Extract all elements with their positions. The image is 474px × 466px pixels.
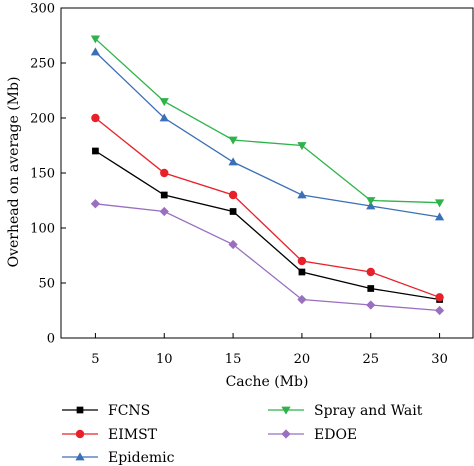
x-tick-label: 20 — [294, 352, 311, 367]
data-point — [229, 208, 237, 215]
data-point — [228, 190, 238, 200]
x-axis-label: Cache (Mb) — [226, 374, 309, 390]
data-point — [91, 113, 100, 123]
data-point — [366, 201, 376, 210]
x-tick-label: 5 — [91, 352, 99, 367]
data-point — [434, 305, 445, 316]
data-point — [366, 267, 375, 277]
data-point — [159, 206, 169, 217]
series-eimst — [91, 113, 444, 302]
data-point — [90, 199, 101, 209]
legend-item: EDOE — [268, 427, 357, 443]
x-tick-label: 30 — [431, 352, 448, 367]
y-tick-label: 300 — [30, 2, 55, 17]
series-line — [95, 117, 440, 298]
data-point — [297, 256, 307, 266]
series-epidemic — [90, 47, 445, 221]
series-layer — [90, 35, 445, 316]
data-point — [228, 136, 238, 145]
legend-marker — [281, 406, 291, 415]
series-spray-and-wait — [90, 35, 445, 208]
series-edoe — [90, 199, 445, 316]
data-point — [435, 293, 444, 302]
data-point — [297, 142, 307, 151]
series-line — [95, 203, 440, 312]
data-point — [228, 157, 238, 166]
data-point — [159, 113, 169, 122]
legend: FCNS EIMST Epidemic Spray and Wait EDOE — [62, 403, 423, 466]
legend-marker — [281, 429, 291, 439]
legend-marker — [76, 406, 84, 414]
y-axis-label: Overhead on average (Mb) — [6, 77, 22, 268]
data-point — [160, 191, 168, 199]
legend-item: EIMST — [62, 427, 158, 443]
data-point — [228, 239, 238, 250]
x-tick-label: 15 — [225, 352, 242, 367]
x-tick-label: 10 — [156, 352, 173, 367]
axes-layer: 0 50 100 150 200 250 300 5 10 15 20 25 30 — [30, 2, 448, 368]
data-point — [297, 190, 307, 199]
data-point — [298, 268, 306, 276]
legend-item: Spray and Wait — [268, 403, 423, 419]
legend-marker — [75, 452, 85, 461]
y-tick-label: 100 — [30, 222, 55, 237]
data-point — [159, 98, 169, 107]
plot-border — [60, 7, 474, 339]
y-tick-label: 150 — [30, 167, 55, 182]
data-point — [92, 147, 99, 155]
legend-item: FCNS — [62, 403, 150, 419]
data-point — [367, 285, 375, 292]
plot-area — [60, 7, 474, 339]
data-point — [90, 47, 101, 56]
y-tick-label: 0 — [47, 332, 55, 347]
series-line — [94, 51, 440, 218]
y-tick-label: 250 — [30, 57, 55, 72]
y-tick-label: 50 — [38, 277, 55, 292]
legend-label: Spray and Wait — [314, 403, 423, 419]
x-tick-label: 25 — [362, 352, 379, 367]
y-tick-label: 200 — [30, 112, 55, 127]
legend-item: Epidemic — [62, 450, 175, 466]
data-point — [90, 35, 101, 44]
legend-label: FCNS — [108, 403, 150, 419]
legend-label: EDOE — [314, 427, 357, 443]
data-point — [160, 168, 169, 178]
legend-label: EIMST — [108, 427, 158, 443]
series-line — [95, 150, 440, 301]
series-line — [94, 38, 440, 204]
legend-label: Epidemic — [108, 450, 175, 466]
legend-marker — [75, 429, 85, 439]
data-point — [434, 199, 445, 208]
data-point — [434, 212, 445, 221]
data-point — [366, 300, 376, 310]
data-point — [366, 197, 376, 206]
data-point — [297, 294, 307, 305]
